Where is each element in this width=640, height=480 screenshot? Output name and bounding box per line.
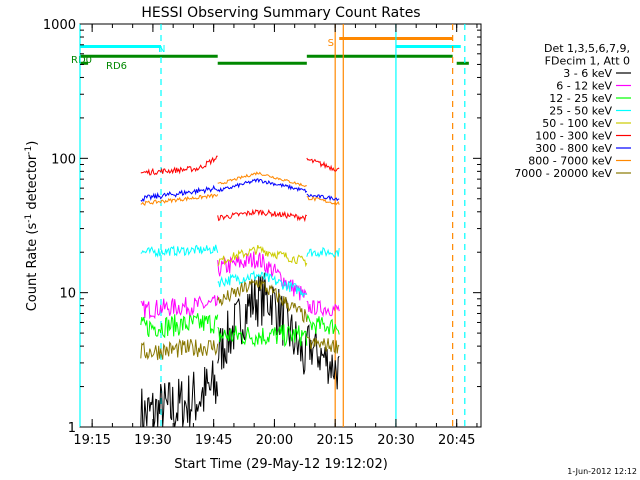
y-tick-label: 1000 [43, 18, 76, 33]
legend-entry-label: 3 - 6 keV [563, 67, 612, 80]
series-line [306, 300, 340, 318]
series-line [140, 295, 219, 320]
series-line [217, 178, 308, 194]
flag-label-rd6: RD6 [106, 61, 127, 72]
legend-entry-label: 300 - 800 keV [535, 142, 612, 155]
series-line [306, 247, 340, 258]
series-lines [140, 155, 340, 428]
y-axis-label-part: detector [25, 154, 40, 214]
legend-entry-label: 800 - 7000 keV [528, 155, 612, 168]
y-axis-label-superscript: -1 [24, 214, 34, 223]
legend-entry-label: 25 - 50 keV [549, 105, 612, 118]
series-line [217, 272, 308, 375]
x-tick-label: 20:15 [316, 433, 353, 448]
y-axis-label: Count Rate (s-1 detector-1) [24, 141, 40, 312]
series-line [140, 338, 219, 361]
flag-label-s: S [328, 38, 334, 49]
series-line [140, 244, 219, 258]
x-tick-label: 20:30 [377, 433, 414, 448]
y-tick-label: 100 [51, 152, 76, 167]
date-stamp: 1-Jun-2012 12:12 [567, 467, 637, 476]
y-axis-label-part: ) [25, 141, 40, 146]
series-line [306, 336, 340, 354]
x-tick-label: 20:00 [256, 433, 293, 448]
series-line [306, 157, 340, 172]
vertical-markers [79, 24, 466, 427]
series-line [140, 360, 219, 428]
chart-title: HESSI Observing Summary Count Rates [141, 5, 420, 21]
flag-label-n: N [158, 44, 165, 55]
series-line [217, 324, 308, 348]
series-line [140, 155, 218, 176]
x-axis-label: Start Time (29-May-12 19:12:02) [174, 457, 388, 472]
legend: Det 1,3,5,6,7,9,FDecim 1, Att 03 - 6 keV… [514, 42, 631, 180]
legend-entry-label: 12 - 25 keV [549, 92, 612, 105]
y-tick-label: 10 [59, 287, 76, 302]
flag-label-rd0: RD0 [71, 55, 92, 66]
series-line [217, 171, 307, 188]
legend-entry-label: 7000 - 20000 keV [514, 167, 612, 180]
series-line [217, 278, 308, 324]
x-tick-label: 19:15 [73, 433, 110, 448]
series-line [217, 251, 308, 301]
legend-entry-label: 6 - 12 keV [556, 80, 612, 93]
series-line [306, 196, 340, 206]
series-line [140, 193, 219, 206]
legend-header: Det 1,3,5,6,7,9, [544, 42, 630, 55]
y-axis-label-part: Count Rate (s [25, 223, 40, 312]
y-tick-label: 1 [68, 421, 76, 436]
legend-entry-label: 100 - 300 keV [535, 130, 612, 143]
axes: 19:15 19:30 19:45 20:00 20:15 20:30 20:45 1 10 10… [43, 18, 481, 448]
series-line [140, 313, 219, 339]
x-tick-label: 20:45 [438, 433, 475, 448]
legend-header: FDecim 1, Att 0 [545, 55, 630, 68]
series-line [217, 270, 308, 298]
series-line [217, 244, 308, 268]
x-tick-label: 19:30 [134, 433, 171, 448]
series-line [306, 324, 340, 390]
series-line [217, 208, 308, 223]
legend-entry-label: 50 - 100 keV [542, 117, 612, 130]
y-axis-label-superscript: -1 [24, 146, 34, 155]
flag-bars: N S RD0 RD6 [71, 36, 469, 72]
series-line [306, 193, 340, 202]
x-tick-label: 19:45 [195, 433, 232, 448]
series-line [140, 184, 218, 203]
series-line [306, 313, 340, 335]
